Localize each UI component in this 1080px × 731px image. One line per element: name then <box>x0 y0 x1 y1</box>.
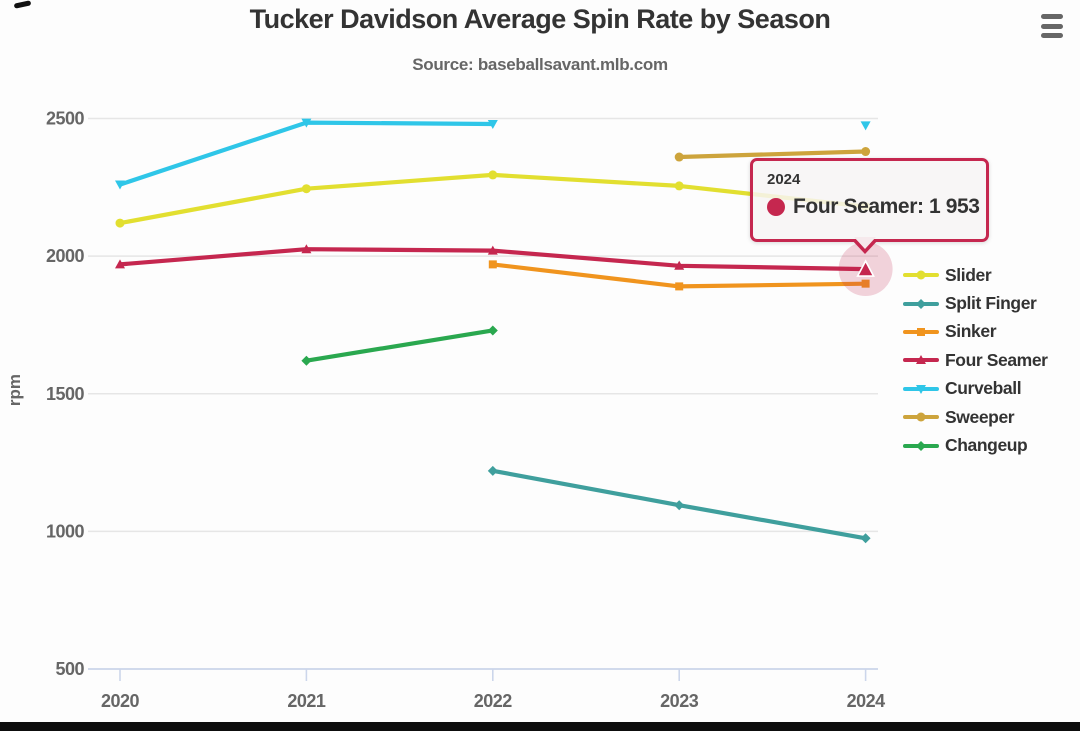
data-point-marker <box>487 325 498 336</box>
legend-item-changeup[interactable]: Changeup <box>903 431 1048 459</box>
data-point-marker <box>487 120 498 130</box>
legend-item-split-finger[interactable]: Split Finger <box>903 289 1048 317</box>
data-point-marker <box>115 259 125 269</box>
tooltip-year: 2024 <box>767 171 801 188</box>
data-point-marker <box>301 355 312 366</box>
chart-title: Tucker Davidson Average Spin Rate by Sea… <box>249 4 831 34</box>
data-point-marker <box>674 181 684 191</box>
legend-item-slider[interactable]: Slider <box>903 261 1048 289</box>
chart-tooltip: 2024 Four Seamer: 1 953 <box>750 158 989 254</box>
data-point-marker <box>916 355 926 365</box>
data-point-marker <box>916 384 926 394</box>
data-point-marker <box>487 465 498 476</box>
legend-item-four-seamer[interactable]: Four Seamer <box>903 346 1048 374</box>
legend-symbol-sweeper <box>903 412 939 422</box>
y-tick-label: 2000 <box>46 246 85 266</box>
data-point-marker <box>115 180 125 190</box>
screen-bezel-bottom <box>0 722 1080 731</box>
series-curveball[interactable] <box>115 118 871 190</box>
legend-label: Sinker <box>945 321 997 342</box>
legend-label: Curveball <box>945 378 1022 399</box>
data-point-marker <box>301 118 312 128</box>
series-split-finger[interactable] <box>487 465 871 544</box>
hamburger-bar <box>1041 23 1063 29</box>
legend-symbol-slider <box>903 270 939 280</box>
legend-label: Four Seamer <box>945 349 1048 370</box>
data-point-marker <box>674 500 685 511</box>
y-tick-label: 2500 <box>46 109 85 129</box>
hamburger-icon[interactable] <box>1041 14 1063 38</box>
legend-item-sweeper[interactable]: Sweeper <box>903 403 1048 431</box>
data-point-marker <box>488 260 497 269</box>
legend-label: Slider <box>945 264 992 285</box>
legend-symbol-sinker <box>903 327 939 336</box>
data-point-marker <box>488 170 498 180</box>
x-tick-label: 2023 <box>660 691 699 711</box>
legend-label: Split Finger <box>945 293 1037 314</box>
x-tick-label: 2020 <box>101 691 140 711</box>
hamburger-bar <box>1041 33 1063 38</box>
legend-symbol-four-seamer <box>903 355 939 365</box>
legend-label: Changeup <box>945 435 1028 456</box>
legend-symbol-changeup <box>903 440 939 451</box>
x-tick-label: 2022 <box>474 691 513 711</box>
y-tick-label: 1000 <box>46 521 85 541</box>
data-point-marker <box>674 152 684 162</box>
x-tick-label: 2021 <box>287 691 326 711</box>
tooltip-value: Four Seamer: 1 953 <box>793 195 980 218</box>
data-point-marker <box>916 270 926 280</box>
y-tick-label: 1500 <box>46 384 85 404</box>
chart-subtitle: Source: baseballsavant.mlb.com <box>412 55 668 74</box>
series-changeup[interactable] <box>301 325 498 366</box>
data-point-marker <box>916 412 926 422</box>
legend-item-curveball[interactable]: Curveball <box>903 375 1048 403</box>
data-point-marker <box>860 533 871 544</box>
legend-symbol-split-finger <box>903 298 939 309</box>
legend-label: Sweeper <box>945 406 1015 427</box>
legend-item-sinker[interactable]: Sinker <box>903 318 1048 346</box>
series-four-seamer[interactable] <box>115 244 871 274</box>
data-point-marker <box>115 218 125 228</box>
data-point-marker <box>675 282 684 291</box>
data-point-marker <box>487 245 498 255</box>
legend-symbol-curveball <box>903 384 939 394</box>
data-point-marker <box>917 327 925 336</box>
series-sinker[interactable] <box>488 260 870 291</box>
chart-legend: Slider Split Finger Sinker Four Seamer Curve… <box>903 261 1048 460</box>
tooltip-arrow-fill <box>854 237 876 249</box>
data-point-marker <box>301 244 312 254</box>
series-line <box>304 328 495 363</box>
series-line <box>677 149 868 160</box>
x-tick-label: 2024 <box>847 691 886 711</box>
data-point-marker <box>301 184 311 194</box>
y-axis-label: rpm <box>5 374 24 406</box>
data-point-marker <box>861 147 871 157</box>
series-bullet-icon <box>767 198 785 216</box>
data-point-marker <box>674 260 685 270</box>
data-point-marker <box>916 440 926 451</box>
data-point-marker <box>861 279 870 288</box>
data-point-marker <box>856 259 875 277</box>
series-line <box>117 120 495 187</box>
series-slider[interactable] <box>115 170 871 228</box>
data-point-marker <box>916 298 926 309</box>
y-tick-label: 500 <box>55 659 84 679</box>
series-sweeper[interactable] <box>674 147 871 162</box>
hamburger-bar <box>1041 14 1063 19</box>
data-point-marker <box>860 121 871 131</box>
